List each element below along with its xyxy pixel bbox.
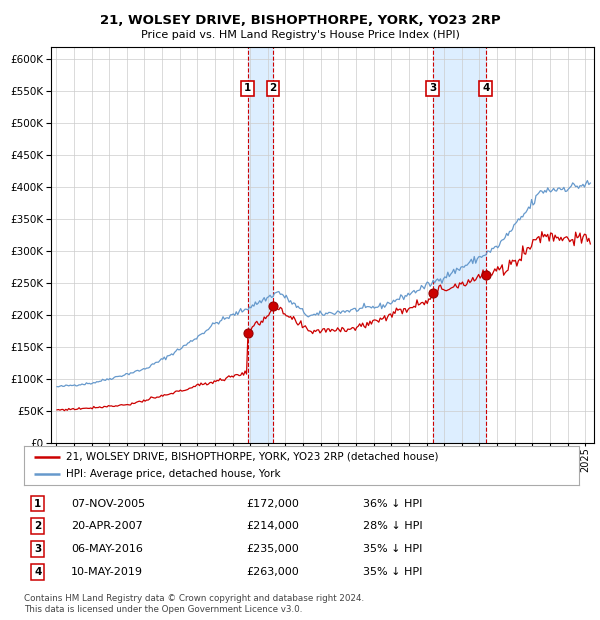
Text: 2: 2 xyxy=(269,83,277,93)
Text: 06-MAY-2016: 06-MAY-2016 xyxy=(71,544,143,554)
Bar xyxy=(248,46,273,443)
Text: HPI: Average price, detached house, York: HPI: Average price, detached house, York xyxy=(65,469,280,479)
Bar xyxy=(433,46,486,443)
Text: 21, WOLSEY DRIVE, BISHOPTHORPE, YORK, YO23 2RP (detached house): 21, WOLSEY DRIVE, BISHOPTHORPE, YORK, YO… xyxy=(65,452,438,462)
Text: 20-APR-2007: 20-APR-2007 xyxy=(71,521,143,531)
Text: This data is licensed under the Open Government Licence v3.0.: This data is licensed under the Open Gov… xyxy=(24,605,302,614)
Text: 3: 3 xyxy=(429,83,436,93)
Text: 3: 3 xyxy=(34,544,41,554)
Text: Price paid vs. HM Land Registry's House Price Index (HPI): Price paid vs. HM Land Registry's House … xyxy=(140,30,460,40)
Text: 10-MAY-2019: 10-MAY-2019 xyxy=(71,567,143,577)
Text: 4: 4 xyxy=(482,83,490,93)
Text: 35% ↓ HPI: 35% ↓ HPI xyxy=(362,567,422,577)
Text: Contains HM Land Registry data © Crown copyright and database right 2024.: Contains HM Land Registry data © Crown c… xyxy=(24,594,364,603)
Text: £172,000: £172,000 xyxy=(246,498,299,508)
Text: £263,000: £263,000 xyxy=(246,567,299,577)
Text: 07-NOV-2005: 07-NOV-2005 xyxy=(71,498,145,508)
Text: 28% ↓ HPI: 28% ↓ HPI xyxy=(362,521,422,531)
Text: 1: 1 xyxy=(34,498,41,508)
Text: £235,000: £235,000 xyxy=(246,544,299,554)
Text: 4: 4 xyxy=(34,567,41,577)
Text: 35% ↓ HPI: 35% ↓ HPI xyxy=(362,544,422,554)
Text: 1: 1 xyxy=(244,83,251,93)
Text: 36% ↓ HPI: 36% ↓ HPI xyxy=(362,498,422,508)
Text: £214,000: £214,000 xyxy=(246,521,299,531)
Text: 2: 2 xyxy=(34,521,41,531)
Text: 21, WOLSEY DRIVE, BISHOPTHORPE, YORK, YO23 2RP: 21, WOLSEY DRIVE, BISHOPTHORPE, YORK, YO… xyxy=(100,14,500,27)
